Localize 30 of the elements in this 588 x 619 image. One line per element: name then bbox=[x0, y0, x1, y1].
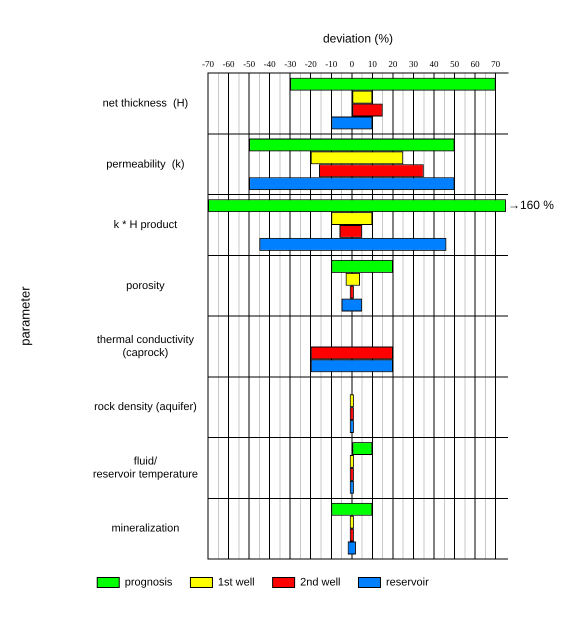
x-tick-label: -20 bbox=[304, 59, 318, 70]
legend-label: prognosis bbox=[124, 576, 173, 589]
y-axis-title: parameter bbox=[17, 286, 32, 346]
legend-label: 2nd well bbox=[300, 576, 340, 589]
x-axis-title: deviation (%) bbox=[322, 32, 394, 46]
legend-label: 1st well bbox=[218, 576, 255, 589]
y-tick-label: rock density (aquifer) bbox=[94, 401, 197, 414]
x-tick-label: -50 bbox=[243, 59, 256, 70]
x-tick-label: 50 bbox=[450, 59, 460, 70]
x-tick-label: 20 bbox=[388, 59, 398, 70]
x-tick-label: 10 bbox=[368, 59, 378, 70]
y-tick-label: fluid/ reservoir temperature bbox=[92, 455, 198, 481]
x-tick-label: 40 bbox=[430, 59, 440, 70]
legend-label: reservoir bbox=[386, 576, 430, 589]
y-tick-label: net thickness (H) bbox=[102, 98, 188, 110]
x-tick-label: 0 bbox=[350, 59, 355, 70]
x-tick-label: -40 bbox=[264, 59, 276, 70]
x-tick-label: 70 bbox=[491, 59, 501, 70]
x-tick-label: -10 bbox=[325, 59, 338, 70]
y-tick-label: porosity bbox=[126, 280, 166, 292]
y-tick-label: mineralization bbox=[111, 522, 180, 535]
y-tick-label: thermal conductivity (caprock) bbox=[96, 334, 195, 360]
annotation: →160 % bbox=[508, 198, 554, 212]
x-tick-label: -30 bbox=[284, 59, 297, 70]
x-tick-label: 30 bbox=[408, 59, 418, 70]
x-tick-label: -60 bbox=[222, 59, 236, 70]
y-tick-label: k * H product bbox=[114, 219, 178, 232]
y-tick-label: permeability (k) bbox=[106, 158, 185, 170]
x-tick-label: 60 bbox=[470, 59, 480, 70]
x-tick-label: -70 bbox=[202, 59, 214, 70]
